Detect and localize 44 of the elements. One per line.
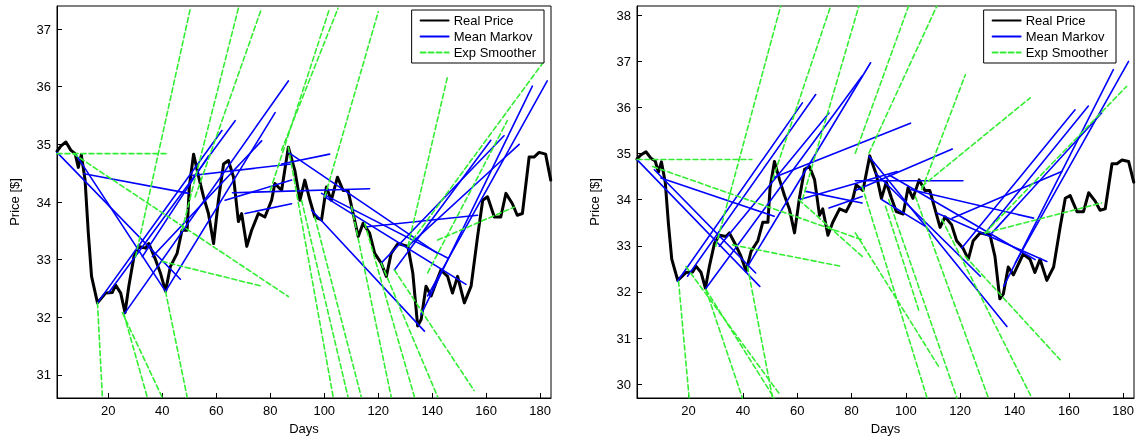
x-tick-label: 100: [895, 403, 917, 418]
x-tick-label: 80: [844, 403, 859, 418]
x-axis-title: Days: [870, 420, 901, 436]
x-tick-label: 40: [735, 403, 751, 418]
legend-label: Real Price: [1025, 13, 1086, 28]
y-tick-label: 37: [36, 21, 51, 37]
x-tick-label: 60: [790, 403, 805, 418]
legend-label: Mean Markov: [1025, 29, 1105, 44]
x-tick-label: 120: [367, 403, 390, 418]
y-tick-label: 33: [36, 252, 51, 268]
y-tick-label: 35: [36, 136, 51, 152]
x-axis-title: Days: [289, 420, 320, 436]
x-tick-label: 180: [1112, 403, 1134, 418]
y-tick-label: 37: [616, 53, 631, 69]
y-tick-label: 33: [616, 238, 631, 254]
x-tick-label: 20: [681, 403, 696, 418]
x-tick-label: 120: [949, 403, 972, 418]
x-tick-label: 140: [1003, 403, 1026, 418]
legend-label: Exp Smoother: [453, 45, 537, 60]
y-tick-label: 32: [616, 284, 631, 300]
y-tick-label: 34: [36, 194, 51, 210]
x-tick-label: 160: [475, 403, 498, 418]
legend-label: Exp Smoother: [1025, 45, 1109, 60]
x-tick-label: 20: [101, 403, 116, 418]
y-tick-label: 34: [616, 192, 631, 208]
x-tick-label: 40: [155, 403, 170, 418]
x-tick-label: 60: [209, 403, 224, 418]
y-tick-label: 35: [616, 146, 631, 162]
y-axis-title: Price [$]: [587, 178, 602, 226]
y-tick-label: 31: [616, 330, 631, 346]
y-tick-label: 31: [36, 367, 51, 383]
y-tick-label: 30: [616, 376, 631, 392]
y-tick-label: 38: [616, 7, 631, 23]
x-tick-label: 140: [421, 403, 444, 418]
y-tick-label: 36: [616, 99, 631, 115]
y-tick-label: 36: [36, 79, 51, 95]
legend-label: Real Price: [453, 13, 514, 28]
x-tick-label: 180: [529, 403, 552, 418]
x-tick-label: 80: [263, 403, 278, 418]
y-axis-title: Price [$]: [7, 178, 22, 226]
x-tick-label: 160: [1057, 403, 1080, 418]
legend-label: Mean Markov: [453, 29, 533, 44]
y-tick-label: 32: [36, 309, 51, 325]
x-tick-label: 100: [313, 403, 336, 418]
